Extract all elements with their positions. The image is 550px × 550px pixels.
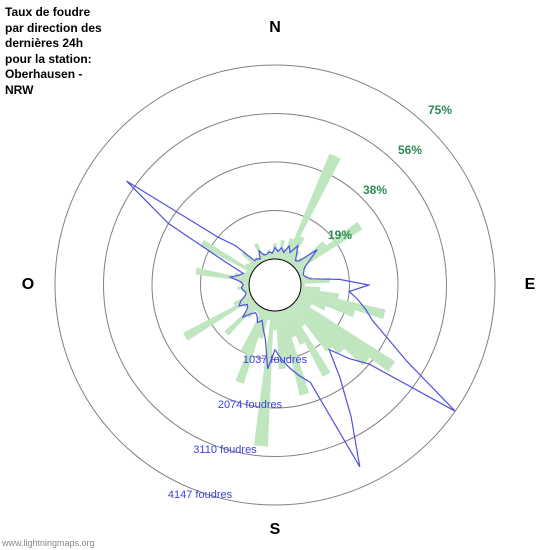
axis-label-e: E bbox=[525, 276, 536, 294]
axis-label-o: O bbox=[22, 276, 34, 294]
axis-label-s: S bbox=[270, 521, 281, 539]
foudre-label-3: 4147 foudres bbox=[168, 489, 232, 501]
foudre-label-2: 3110 foudres bbox=[193, 444, 256, 456]
percent-label-2: 56% bbox=[398, 143, 422, 157]
percent-label-0: 19% bbox=[328, 228, 352, 242]
footer-credit: www.lightningmaps.org bbox=[2, 538, 95, 548]
foudre-label-0: 1037 foudres bbox=[243, 354, 307, 366]
percent-label-3: 75% bbox=[428, 103, 452, 117]
foudre-label-1: 2074 foudres bbox=[218, 399, 282, 411]
axis-label-n: N bbox=[269, 19, 281, 37]
chart-title: Taux de foudre par direction des dernièr… bbox=[5, 5, 110, 99]
percent-label-1: 38% bbox=[363, 183, 387, 197]
